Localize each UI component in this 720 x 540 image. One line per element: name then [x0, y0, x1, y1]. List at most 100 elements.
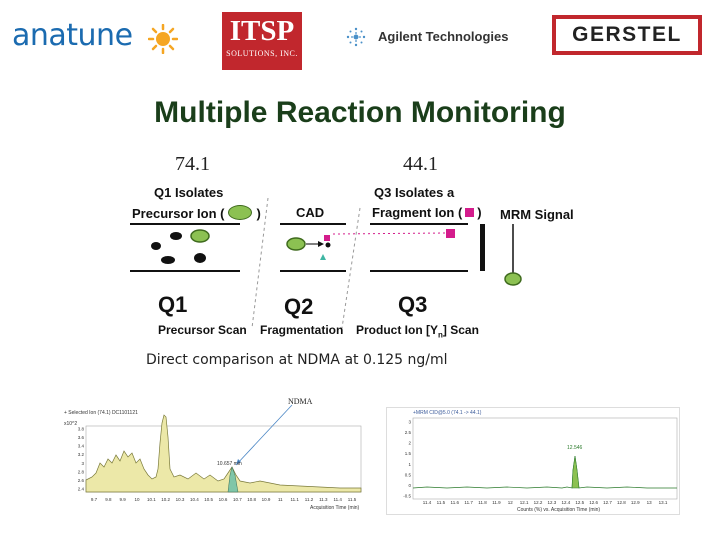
sunburst-icon: [148, 24, 178, 54]
left-x-tick-1: 9.8: [105, 497, 112, 502]
left-x-tick-15: 11.2: [305, 497, 314, 502]
mrm-diagram: Q1 Isolates Precursor Ion () CAD Q3 Isol…: [128, 178, 598, 343]
left-y-tick-4: 3: [81, 461, 84, 466]
precursor-ion-label: Precursor Ion (): [132, 205, 261, 221]
left-y-tick-5: 2.8: [78, 469, 85, 474]
left-x-tick-17: 11.4: [333, 497, 342, 502]
left-x-tick-0: 9.7: [91, 497, 98, 502]
precursor-ion-close: ): [256, 206, 261, 221]
right-y-tick-4: 1: [408, 462, 411, 467]
right-x-tick-3: 11.7: [464, 500, 473, 505]
left-x-tick-5: 10.2: [161, 497, 170, 502]
right-chromatogram: +MRM CID@5.0 (74.1 -> 44.1) 3 2.5 2 1.5 1 0.5…: [386, 407, 680, 515]
left-chromatogram: + Selected Ion (74.1) DC1101121 x10^2 ND…: [60, 393, 365, 515]
fragment-mass: 44.1: [403, 153, 438, 175]
left-xlabel: Acquisition Time (min): [310, 505, 360, 511]
right-x-tick-10: 12.4: [561, 500, 570, 505]
right-x-tick-7: 12.1: [520, 500, 529, 505]
right-x-tick-4: 11.8: [478, 500, 487, 505]
right-y-tick-1: 2.5: [405, 430, 412, 435]
right-x-tick-5: 11.9: [492, 500, 501, 505]
fragment-ion-swatch: [465, 208, 475, 217]
q3-label: Q3: [398, 292, 428, 317]
left-x-tick-6: 10.3: [176, 497, 185, 502]
precursor-scan-label: Precursor Scan: [158, 323, 247, 337]
agilent-logo: Agilent Technologies: [344, 24, 514, 50]
right-y-tick-7: -0.5: [403, 494, 411, 499]
right-xlabel: Counts (%) vs. Acquisition Time (min): [517, 507, 601, 513]
itsp-logo: ITSP SOLUTIONS, INC.: [222, 12, 302, 70]
anatune-wordmark: anatune: [12, 18, 133, 53]
right-y-tick-2: 2: [408, 441, 411, 446]
left-y-tick-6: 2.6: [78, 478, 85, 483]
left-chart-exponent: x10^2: [64, 421, 78, 427]
product-scan-text: Product Ion [Y: [356, 323, 438, 337]
left-x-tick-3: 10: [134, 497, 140, 502]
gerstel-wordmark: GERSTEL: [572, 23, 682, 46]
left-x-tick-16: 11.3: [319, 497, 328, 502]
quadrupole-drawing: [130, 197, 522, 329]
left-x-tick-8: 10.5: [204, 497, 213, 502]
right-x-tick-12: 12.6: [589, 500, 598, 505]
q1-isolates-label: Q1 Isolates: [154, 185, 224, 200]
right-x-tick-1: 11.5: [437, 500, 446, 505]
left-x-tick-12: 10.9: [262, 497, 271, 502]
gerstel-logo: GERSTEL: [552, 15, 702, 55]
right-y-tick-6: 0: [408, 483, 411, 488]
right-peak-label: 12.546: [567, 445, 583, 451]
left-chart-header: + Selected Ion (74.1) DC1101121: [64, 410, 138, 416]
fragment-ion-text: Fragment Ion (: [372, 205, 463, 220]
right-x-tick-2: 11.6: [451, 500, 460, 505]
q2-label: Q2: [284, 294, 314, 319]
left-x-tick-9: 10.6: [219, 497, 228, 502]
precursor-mass: 74.1: [175, 153, 210, 175]
left-y-tick-0: 3.8: [78, 427, 85, 432]
right-x-tick-13: 12.7: [603, 500, 612, 505]
left-x-tick-4: 10.1: [147, 497, 156, 502]
q1-label: Q1: [158, 292, 188, 317]
left-y-tick-1: 3.6: [78, 435, 85, 440]
fragmentation-label: Fragmentation: [260, 323, 344, 337]
right-x-tick-16: 13: [647, 500, 653, 505]
q3-isolates-label: Q3 Isolates a: [374, 185, 455, 200]
ndma-annotation: NDMA: [288, 397, 313, 406]
cad-label: CAD: [296, 205, 325, 220]
fragment-ion-label: Fragment Ion (): [372, 205, 482, 220]
right-x-tick-11: 12.5: [575, 500, 584, 505]
right-chart-header: +MRM CID@5.0 (74.1 -> 44.1): [413, 410, 482, 416]
comparison-caption: Direct comparison at NDMA at 0.125 ng/ml: [146, 352, 448, 368]
right-chart-plot: 3 2.5 2 1.5 1 0.5 0 -0.5 11.4 11.5 11.6 11.7 11.8 11…: [403, 417, 678, 505]
left-x-tick-10: 10.7: [233, 497, 242, 502]
anatune-logo: anatune: [12, 18, 182, 62]
product-scan-sub: n: [438, 330, 443, 340]
agilent-wordmark: Agilent Technologies: [378, 29, 509, 44]
right-x-tick-15: 12.9: [631, 500, 640, 505]
precursor-ion-swatch: [228, 205, 253, 220]
precursor-ion-text: Precursor Ion (: [132, 206, 225, 221]
itsp-subtitle: SOLUTIONS, INC.: [226, 49, 298, 58]
right-x-tick-17: 13.1: [659, 500, 668, 505]
left-y-tick-7: 2.4: [78, 487, 85, 492]
left-y-tick-2: 3.4: [78, 444, 85, 449]
left-x-tick-14: 11.1: [290, 497, 299, 502]
right-y-tick-0: 3: [408, 420, 411, 425]
right-y-tick-5: 0.5: [405, 472, 412, 477]
mrm-signal-label: MRM Signal: [500, 207, 574, 222]
right-x-tick-8: 12.2: [534, 500, 543, 505]
right-x-tick-9: 12.3: [548, 500, 557, 505]
product-scan-label: Product Ion [Yn] Scan: [356, 323, 479, 339]
left-x-tick-7: 10.4: [190, 497, 199, 502]
right-x-tick-0: 11.4: [423, 500, 432, 505]
agilent-spark-icon: [346, 27, 366, 47]
left-x-tick-13: 11: [278, 497, 283, 502]
left-x-tick-18: 11.5: [348, 497, 357, 502]
left-y-tick-3: 3.2: [78, 452, 85, 457]
left-chart-plot: 3.8 3.6 3.4 3.2 3 2.8 2.6 2.4 9.7 9.8 9.9 10 10.1 10…: [78, 404, 362, 502]
left-x-tick-2: 9.9: [120, 497, 127, 502]
page-title: Multiple Reaction Monitoring: [154, 96, 566, 129]
product-scan-end: ] Scan: [442, 323, 479, 337]
right-y-tick-3: 1.5: [405, 451, 412, 456]
left-peak-label: 10.657 min: [217, 461, 242, 467]
itsp-wordmark: ITSP: [229, 15, 295, 47]
fragment-ion-close: ): [477, 205, 482, 220]
